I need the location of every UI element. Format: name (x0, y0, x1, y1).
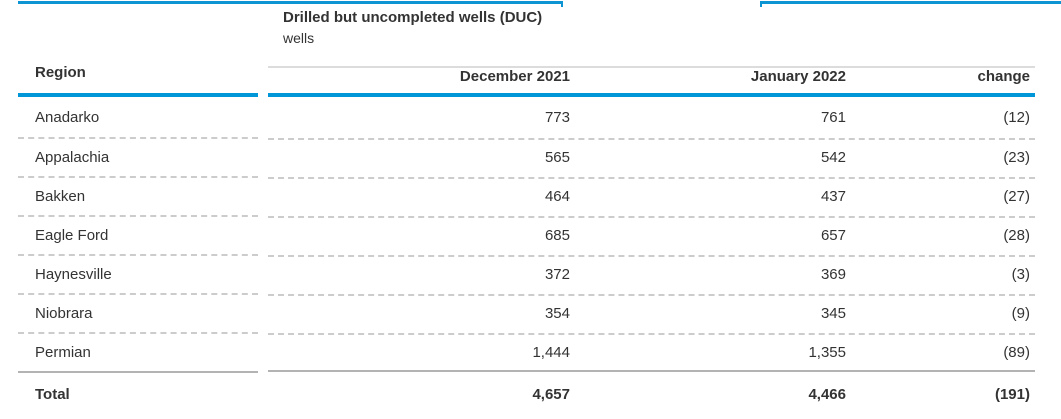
duc-wells-table: Region December 2021 January 2022 change… (18, 59, 1035, 415)
table-title-block: Drilled but uncompleted wells (DUC) well… (283, 8, 542, 48)
value-change: (12) (1003, 108, 1030, 126)
column-header-january-2022: January 2022 (750, 68, 846, 85)
value-change: (28) (1003, 227, 1030, 244)
value-dec-2021: 773 (544, 108, 570, 126)
value-change: (23) (1003, 149, 1030, 166)
value-jan-2022: 657 (820, 227, 846, 244)
value-dec-2021: 1,444 (532, 344, 570, 361)
table-header-row: Region December 2021 January 2022 change (18, 59, 1035, 97)
value-dec-2021: 372 (544, 266, 570, 283)
value-jan-2022: 761 (820, 108, 846, 126)
column-header-december-2021: December 2021 (459, 68, 570, 85)
table-title: Drilled but uncompleted wells (DUC) (283, 9, 543, 26)
total-label: Total (18, 371, 258, 415)
region-cell: Anadarko (18, 97, 258, 139)
region-cell: Niobrara (18, 295, 258, 334)
table-row: Appalachia 565 542 (23) (18, 139, 1035, 179)
value-change: (3) (1011, 266, 1030, 283)
value-dec-2021: 685 (544, 227, 570, 244)
header-number-columns: December 2021 January 2022 change (268, 66, 1035, 97)
value-change: (27) (1003, 188, 1030, 205)
column-header-region: Region (18, 59, 258, 97)
value-dec-2021: 565 (544, 149, 570, 166)
value-jan-2022: 437 (820, 188, 846, 205)
value-dec-2021: 464 (544, 188, 570, 205)
value-jan-2022: 1,355 (808, 344, 846, 361)
column-header-change: change (977, 68, 1030, 85)
table-row: Permian 1,444 1,355 (89) (18, 334, 1035, 371)
value-change: (89) (1003, 344, 1030, 361)
total-change: (191) (994, 385, 1030, 403)
value-dec-2021: 354 (544, 305, 570, 322)
table-total-row: Total 4,657 4,466 (191) (18, 370, 1035, 415)
value-jan-2022: 542 (820, 149, 846, 166)
table-row: Anadarko 773 761 (12) (18, 97, 1035, 140)
table-row: Niobrara 354 345 (9) (18, 295, 1035, 335)
region-cell: Bakken (18, 178, 258, 217)
cropped-panel-border-left (18, 1, 563, 7)
value-jan-2022: 345 (820, 305, 846, 322)
total-jan-2022: 4,466 (808, 385, 846, 403)
total-dec-2021: 4,657 (532, 385, 570, 403)
region-cell: Permian (35, 344, 91, 361)
region-cell: Eagle Ford (18, 217, 258, 256)
region-cell: Haynesville (18, 256, 258, 295)
value-change: (9) (1011, 305, 1030, 322)
value-jan-2022: 369 (820, 266, 846, 283)
table-unit-label: wells (283, 30, 315, 46)
table-row: Eagle Ford 685 657 (28) (18, 217, 1035, 257)
region-cell: Appalachia (18, 139, 258, 178)
cropped-panel-border-right (760, 1, 1061, 7)
table-row: Bakken 464 437 (27) (18, 178, 1035, 218)
table-row: Haynesville 372 369 (3) (18, 256, 1035, 296)
